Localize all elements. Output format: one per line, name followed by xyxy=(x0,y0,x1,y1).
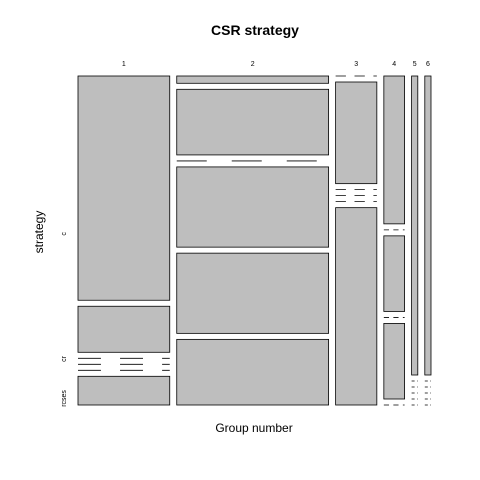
x-tick-labels: 1 2 3 4 5 6 xyxy=(122,61,430,68)
x-tick-label-6: 6 xyxy=(426,61,430,68)
chart-title: CSR strategy xyxy=(211,22,299,38)
x-axis-label: Group number xyxy=(215,421,292,435)
y-axis-label: strategy xyxy=(32,211,46,254)
y-tick-label-rcses: rcses xyxy=(61,390,68,407)
tile-group-5-cell-1 xyxy=(411,75,419,376)
y-tick-labels: c cr rcses xyxy=(61,232,68,407)
tile-group-2-cell-1 xyxy=(176,75,330,84)
tile-group-3-cell-2 xyxy=(335,81,378,185)
tile-group-4-cell-3 xyxy=(383,235,406,312)
tile-group-4-cell-1 xyxy=(383,75,406,225)
x-tick-label-5: 5 xyxy=(413,61,417,68)
mosaic-tiles xyxy=(77,75,432,406)
y-tick-label-cr: cr xyxy=(61,355,68,362)
tile-group-1-cell-1 xyxy=(77,75,171,301)
tile-group-1-cell-6 xyxy=(77,375,171,406)
tile-group-1-cell-2 xyxy=(77,305,171,353)
y-tick-label-c: c xyxy=(61,232,68,236)
x-tick-label-3: 3 xyxy=(354,61,358,68)
tile-group-2-cell-2 xyxy=(176,88,330,156)
tile-group-3-cell-6 xyxy=(335,207,378,406)
tile-group-4-cell-5 xyxy=(383,323,406,400)
x-tick-label-1: 1 xyxy=(122,61,126,68)
tile-group-2-cell-5 xyxy=(176,252,330,334)
tile-group-6-cell-1 xyxy=(424,75,432,376)
tile-group-2-cell-4 xyxy=(176,166,330,248)
x-tick-label-4: 4 xyxy=(392,61,396,68)
x-tick-label-2: 2 xyxy=(251,61,255,68)
tile-group-2-cell-6 xyxy=(176,338,330,406)
